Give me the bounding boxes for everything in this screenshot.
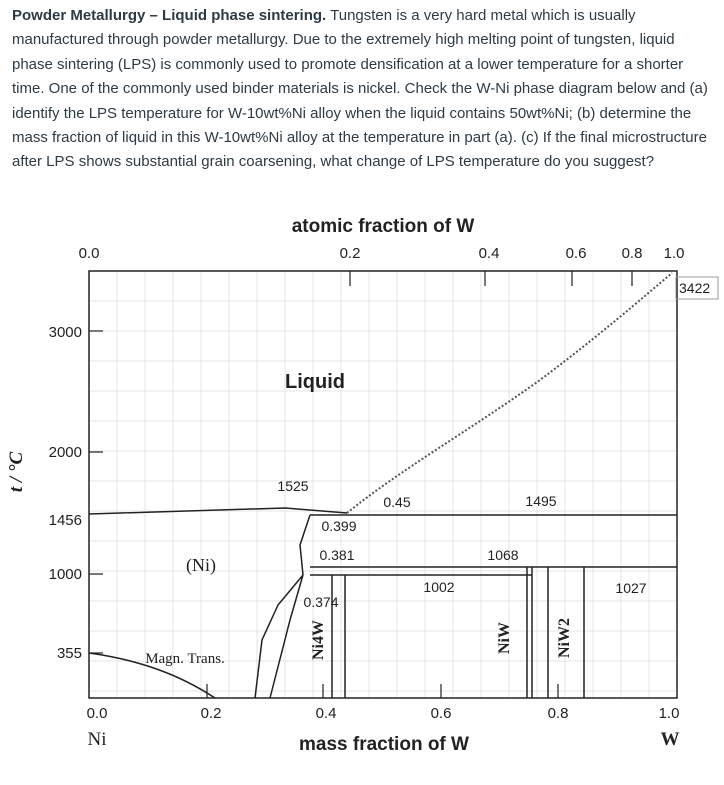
top-tick-marks [349,271,633,286]
phase-boundaries [88,507,677,699]
temp-1495: 1495 [525,493,556,509]
top-tick-0: 0.0 [79,245,100,262]
top-right-temp: 3422 [679,280,710,296]
bottom-tick-marks [206,684,559,698]
temp-1027: 1027 [615,580,646,596]
problem-heading: Powder Metallurgy – Liquid phase sinteri… [12,7,327,24]
ni-solvus-2 [269,574,304,699]
magnetic-transition [88,652,216,699]
bottom-tick-3: 0.6 [431,705,452,722]
grid [89,271,677,698]
bottom-tick-0: 0.0 [87,705,108,722]
y-tick-355: 355 [57,645,82,662]
bottom-tick-4: 0.8 [548,705,569,722]
comp-0399: 0.399 [321,518,356,534]
bottom-axis-title: mass fraction of W [299,734,469,755]
problem-statement: Powder Metallurgy – Liquid phase sinteri… [12,4,714,175]
region-liquid: Liquid [285,371,345,393]
plot-frame [88,270,678,699]
top-tick-5: 1.0 [664,245,685,262]
top-tick-3: 0.6 [566,245,587,262]
magn-trans-label: Magn. Trans. [145,651,225,667]
left-tick-marks [89,330,103,654]
bottom-tick-2: 0.4 [316,705,337,722]
ni-solvus [254,574,304,699]
bottom-tick-5: 1.0 [659,705,680,722]
temp-1002: 1002 [423,579,454,595]
y-tick-1000: 1000 [49,566,82,583]
top-axis-title: atomic fraction of W [292,216,475,237]
top-tick-2: 0.4 [479,245,500,262]
region-ni: (Ni) [186,555,216,576]
y-axis-title: t / °C [6,452,27,493]
comp-0381: 0.381 [319,547,354,563]
temp-1068: 1068 [487,547,518,563]
problem-body: Tungsten is a very hard metal which is u… [12,7,708,171]
bottom-end-right: W [661,729,680,750]
top-tick-4: 0.8 [622,245,643,262]
phase-ni4w: Ni4W [310,620,327,660]
phase-niw: NiW [496,622,513,654]
ni-solvus-upper [299,514,311,576]
top-right-temp-box [675,276,719,300]
top-tick-1: 0.2 [340,245,361,262]
temp-1525: 1525 [277,478,308,494]
ni-liquidus [88,507,348,515]
y-tick-2000: 2000 [49,444,82,461]
phase-niw2: NiW2 [556,618,573,658]
bottom-end-left: Ni [88,729,107,750]
comp-0374: 0.374 [303,594,338,610]
bottom-tick-1: 0.2 [201,705,222,722]
y-tick-3000: 3000 [49,324,82,341]
y-tick-1456: 1456 [49,512,82,529]
comp-045: 0.45 [383,494,410,510]
